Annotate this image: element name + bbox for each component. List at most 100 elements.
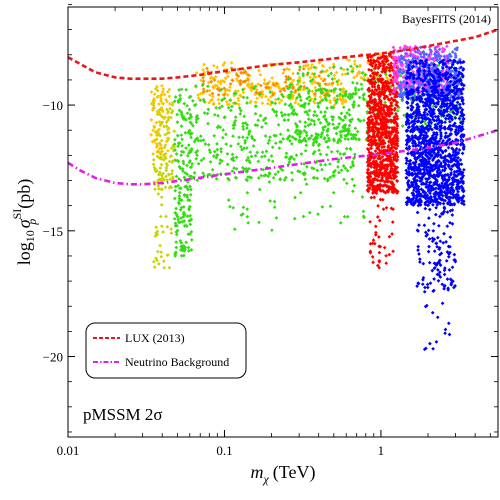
data-point [174, 240, 179, 244]
data-point [376, 204, 380, 208]
data-point [227, 102, 232, 107]
data-point [272, 205, 277, 210]
data-point [269, 95, 273, 99]
data-point [255, 96, 259, 101]
data-point [318, 162, 323, 167]
data-point [159, 83, 164, 88]
data-point [229, 108, 233, 113]
data-point [179, 133, 184, 137]
y-tick-label: −15 [43, 224, 63, 239]
data-point [368, 219, 372, 224]
data-point [173, 148, 177, 152]
data-point [263, 154, 267, 159]
data-point [294, 153, 299, 158]
data-point [156, 187, 161, 191]
data-point [178, 93, 182, 98]
data-point [160, 149, 165, 153]
data-point [341, 97, 345, 102]
data-point [395, 109, 400, 113]
data-point [199, 138, 203, 143]
data-point [206, 121, 210, 126]
data-point [157, 102, 161, 106]
data-point [265, 101, 270, 106]
data-point [375, 215, 380, 219]
data-point [260, 101, 265, 105]
data-point [336, 82, 340, 87]
data-point [185, 111, 190, 116]
data-point [259, 173, 264, 178]
data-point [298, 65, 302, 69]
data-point [395, 179, 400, 184]
data-point [391, 249, 395, 254]
data-point [202, 111, 207, 115]
data-point [334, 131, 339, 136]
data-point [254, 104, 258, 109]
data-point [166, 148, 170, 153]
data-point [340, 89, 344, 94]
data-point [355, 129, 360, 134]
data-point [361, 209, 366, 214]
data-point [304, 182, 309, 187]
data-point [212, 149, 217, 154]
data-point [179, 153, 184, 158]
data-point [351, 189, 355, 194]
data-point [248, 150, 253, 155]
data-point [174, 245, 179, 250]
data-point [267, 80, 272, 84]
data-point [245, 214, 250, 219]
data-point [427, 244, 431, 249]
data-point [171, 177, 175, 181]
data-point [332, 73, 337, 78]
data-point [445, 277, 450, 281]
data-point [270, 159, 275, 164]
data-point [164, 168, 169, 173]
data-point [373, 233, 378, 237]
data-point [430, 310, 435, 315]
data-point [431, 229, 436, 233]
data-point [245, 95, 250, 100]
data-point [298, 135, 302, 139]
data-point [155, 229, 160, 234]
data-point [271, 93, 275, 97]
data-point [274, 62, 279, 66]
data-point [353, 86, 358, 90]
data-point [213, 75, 218, 79]
data-point [249, 154, 254, 159]
data-point [214, 105, 218, 110]
data-point [303, 148, 308, 153]
data-point [304, 143, 309, 148]
data-point [442, 286, 446, 291]
data-point [448, 235, 453, 239]
data-point [446, 145, 451, 150]
data-point [359, 82, 364, 87]
data-point [306, 63, 310, 67]
data-point [338, 151, 342, 156]
data-point [290, 170, 294, 175]
data-point [212, 63, 216, 68]
data-point [159, 177, 164, 182]
data-point [256, 82, 260, 87]
data-point [318, 121, 323, 125]
data-point [265, 81, 270, 86]
data-point [184, 240, 189, 245]
data-point [245, 190, 250, 195]
data-point [212, 84, 217, 88]
data-point [326, 73, 331, 78]
data-point [440, 301, 445, 306]
data-point [433, 212, 438, 217]
data-point [188, 213, 193, 218]
data-point [312, 100, 317, 105]
data-point [225, 152, 230, 156]
data-point [306, 101, 311, 106]
data-point [432, 249, 437, 254]
data-point [159, 162, 164, 167]
data-point [215, 87, 220, 91]
data-point [292, 216, 297, 221]
data-point [224, 142, 229, 146]
data-point [256, 176, 261, 180]
data-point [256, 118, 261, 123]
data-point [162, 265, 167, 270]
data-point [420, 282, 425, 287]
data-point [151, 103, 156, 108]
data-point [447, 268, 452, 272]
